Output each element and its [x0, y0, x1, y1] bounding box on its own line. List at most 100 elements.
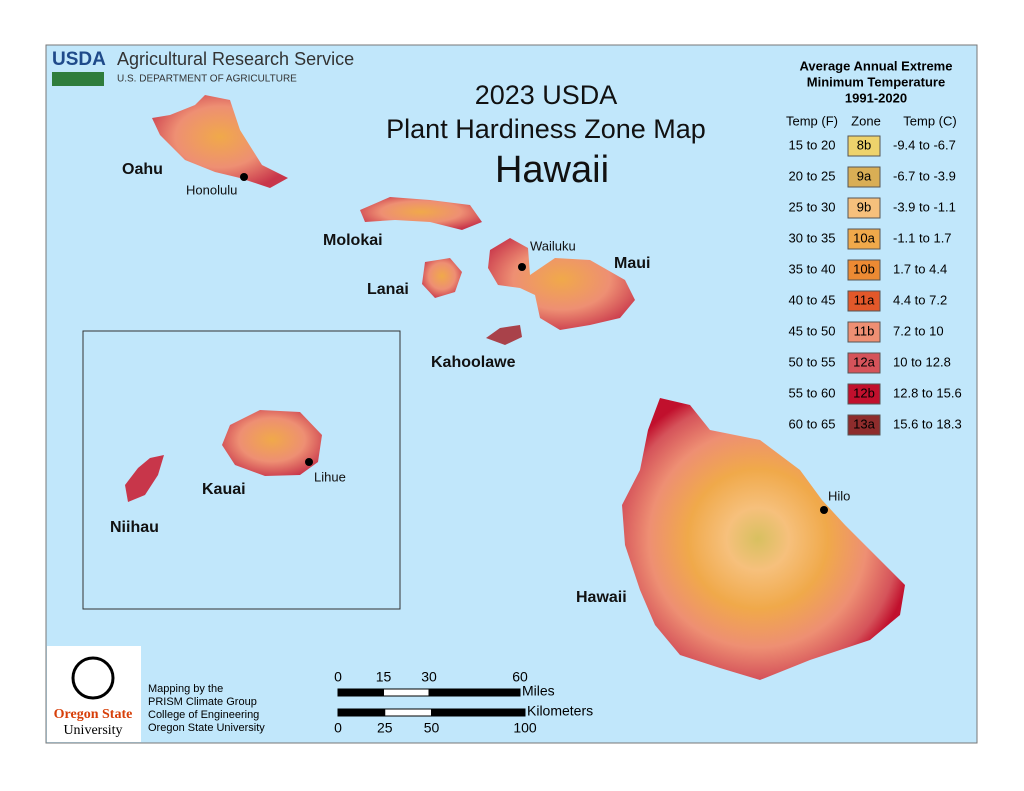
title: Hawaii	[495, 149, 609, 191]
island-molokai	[360, 197, 482, 230]
legend-swatch	[847, 259, 881, 281]
city-dot	[518, 263, 526, 271]
osu-logo-text: University	[63, 723, 122, 738]
title: Plant Hardiness Zone Map	[386, 114, 706, 144]
legend-temp-f: 30 to 35	[789, 230, 836, 245]
legend-zone: 9b	[857, 199, 871, 214]
island-lanai	[422, 258, 462, 298]
scale-tick-label: 15	[376, 669, 392, 685]
legend-header: Zone	[851, 113, 881, 128]
legend-temp-c: 1.7 to 4.4	[893, 261, 947, 276]
island-niihau	[125, 455, 164, 502]
scale-tick-label: 25	[377, 720, 393, 736]
legend-zone: 11a	[854, 292, 875, 307]
island-label: Kahoolawe	[431, 354, 516, 371]
title: 2023 USDA	[475, 80, 618, 110]
credit: PRISM Climate Group	[148, 696, 257, 708]
legend-temp-c: -9.4 to -6.7	[893, 137, 956, 152]
usda-logo-bar	[52, 72, 104, 86]
legend-swatch	[847, 135, 881, 157]
legend-zone: 10b	[853, 261, 875, 276]
department: U.S. DEPARTMENT OF AGRICULTURE	[117, 74, 297, 85]
scale-segment	[383, 688, 430, 697]
legend-title: 1991-2020	[845, 90, 907, 105]
legend-swatch	[847, 166, 881, 188]
legend-temp-c: 4.4 to 7.2	[893, 292, 947, 307]
agency: Agricultural Research Service	[117, 49, 354, 69]
city-label: Hilo	[828, 488, 850, 503]
scale-unit: Miles	[522, 683, 555, 699]
legend-swatch	[847, 414, 881, 436]
credit: Oregon State University	[148, 722, 265, 734]
inset-frame	[82, 330, 401, 610]
scale-tick-label: 60	[512, 669, 528, 685]
scale-segment	[337, 708, 386, 717]
scale-tick-label: 0	[334, 669, 342, 685]
scale-unit: Kilometers	[527, 703, 593, 719]
legend-temp-f: 50 to 55	[789, 354, 836, 369]
city-dot	[305, 458, 313, 466]
legend-zone: 8b	[857, 137, 871, 152]
city-label: Wailuku	[530, 238, 576, 253]
legend-temp-f: 15 to 20	[789, 137, 836, 152]
island-hawaii	[622, 398, 905, 680]
legend-title: Minimum Temperature	[807, 74, 945, 89]
island-label: Maui	[614, 255, 650, 272]
credit: Mapping by the	[148, 683, 223, 695]
legend-zone: 10a	[853, 230, 875, 245]
island-oahu	[152, 95, 288, 188]
legend-zone: 13a	[853, 416, 875, 431]
island-kauai	[222, 410, 322, 476]
legend-temp-f: 60 to 65	[789, 416, 836, 431]
legend-temp-c: -6.7 to -3.9	[893, 168, 956, 183]
scale-segment	[431, 708, 526, 717]
island-label: Kauai	[202, 481, 246, 498]
legend-temp-c: 10 to 12.8	[893, 354, 951, 369]
island-kahoolawe	[486, 325, 522, 345]
scale-segment	[428, 688, 521, 697]
legend-header: Temp (C)	[903, 113, 956, 128]
legend-temp-f: 35 to 40	[789, 261, 836, 276]
island-label: Hawaii	[576, 589, 627, 606]
city-dot	[820, 506, 828, 514]
legend-temp-c: 7.2 to 10	[893, 323, 944, 338]
legend-header: Temp (F)	[786, 113, 838, 128]
legend-temp-c: -3.9 to -1.1	[893, 199, 956, 214]
city-dot	[240, 173, 248, 181]
legend-temp-c: 15.6 to 18.3	[893, 416, 962, 431]
usda-logo: USDA	[52, 49, 106, 70]
legend-swatch	[847, 383, 881, 405]
legend-temp-f: 25 to 30	[789, 199, 836, 214]
legend-temp-f: 45 to 50	[789, 323, 836, 338]
island-label: Oahu	[122, 161, 163, 178]
island-maui	[488, 238, 635, 330]
legend-temp-f: 20 to 25	[789, 168, 836, 183]
scale-segment	[384, 708, 432, 717]
legend-swatch	[847, 197, 881, 219]
legend-zone: 12a	[853, 354, 875, 369]
credit: College of Engineering	[148, 709, 259, 721]
legend-zone: 9a	[857, 168, 872, 183]
scale-tick-label: 30	[421, 669, 437, 685]
city-label: Lihue	[314, 469, 346, 484]
legend-temp-f: 55 to 60	[789, 385, 836, 400]
legend-title: Average Annual Extreme	[800, 58, 953, 73]
city-label: Honolulu	[186, 182, 237, 197]
legend-swatch	[847, 228, 881, 250]
legend-temp-c: -1.1 to 1.7	[893, 230, 952, 245]
legend-swatch	[847, 321, 881, 343]
legend-zone: 11b	[854, 323, 875, 338]
scale-tick-label: 50	[424, 720, 440, 736]
island-label: Lanai	[367, 281, 409, 298]
legend-swatch	[847, 352, 881, 374]
legend-temp-f: 40 to 45	[789, 292, 836, 307]
scale-tick-label: 100	[513, 720, 537, 736]
osu-seal	[71, 656, 115, 700]
legend-swatch	[847, 290, 881, 312]
scale-tick-label: 0	[334, 720, 342, 736]
